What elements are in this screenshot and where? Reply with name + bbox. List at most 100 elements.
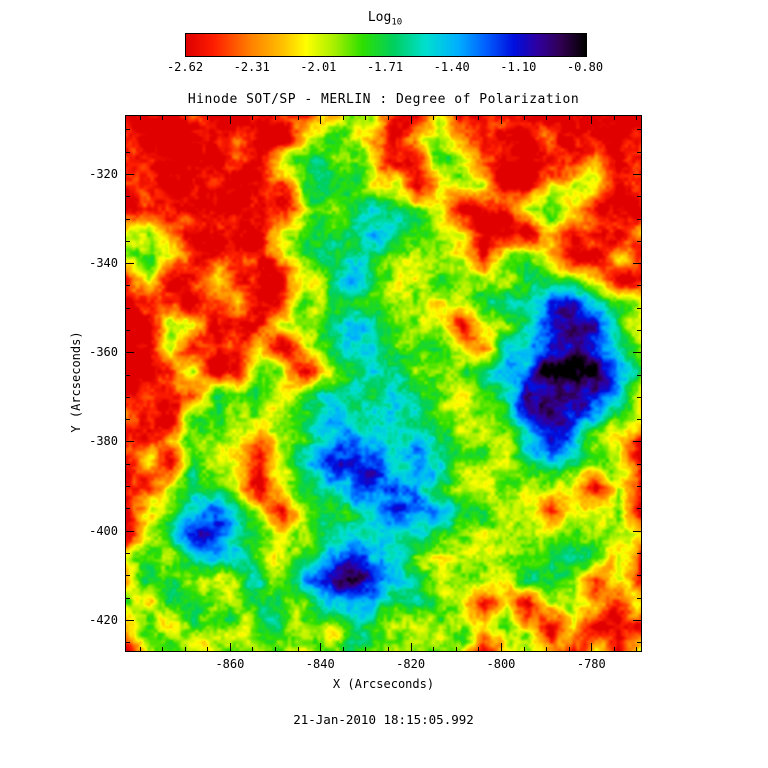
y-tick-label: -420 [89, 612, 118, 627]
axis-tick [252, 647, 253, 651]
axis-tick [637, 464, 641, 465]
axis-tick [126, 553, 130, 554]
axis-tick [569, 647, 570, 651]
axis-tick [637, 241, 641, 242]
y-tick-label: -360 [89, 345, 118, 360]
heatmap-canvas [126, 116, 641, 651]
axis-tick [637, 330, 641, 331]
axis-tick [637, 129, 641, 130]
axis-tick [126, 531, 134, 532]
axis-tick [162, 116, 163, 120]
axis-tick [185, 647, 186, 651]
axis-tick [569, 116, 570, 120]
axis-tick [126, 285, 130, 286]
colorbar-tick-label: -2.01 [300, 60, 337, 74]
axis-tick [411, 116, 412, 124]
axis-tick [524, 647, 525, 651]
axis-tick [126, 174, 134, 175]
x-tick-label: -780 [576, 657, 606, 671]
axis-tick [343, 647, 344, 651]
axis-tick [126, 642, 130, 643]
y-tick-label: -340 [89, 256, 118, 271]
axis-tick [478, 116, 479, 120]
axis-tick [126, 263, 134, 264]
axis-tick [637, 486, 641, 487]
axis-tick [126, 219, 130, 220]
axis-tick [637, 375, 641, 376]
axis-tick [126, 508, 130, 509]
axis-tick [614, 647, 615, 651]
axis-tick [637, 397, 641, 398]
timestamp: 21-Jan-2010 18:15:05.992 [293, 712, 474, 727]
x-tick-label: -860 [215, 657, 245, 671]
axis-tick [433, 647, 434, 651]
axis-tick [126, 419, 130, 420]
colorbar-title-subscript: 10 [391, 17, 403, 28]
x-axis-label: X (Arcseconds) [332, 677, 435, 691]
axis-tick [207, 647, 208, 651]
axis-tick [126, 129, 130, 130]
axis-tick [637, 419, 641, 420]
axis-tick [633, 263, 641, 264]
x-tick-label: -820 [396, 657, 426, 671]
axis-tick [126, 575, 130, 576]
axis-tick [365, 647, 366, 651]
colorbar-tick-label: -2.62 [166, 60, 204, 74]
axis-tick [320, 116, 321, 124]
axis-tick [633, 620, 641, 621]
axis-tick [343, 116, 344, 120]
axis-tick [633, 531, 641, 532]
axis-tick [633, 174, 641, 175]
axis-tick [126, 330, 130, 331]
axis-tick [275, 647, 276, 651]
axis-tick [126, 441, 134, 442]
axis-tick [501, 116, 502, 124]
axis-tick [126, 375, 130, 376]
axis-tick [637, 196, 641, 197]
axis-tick [207, 116, 208, 120]
axis-tick [388, 116, 389, 120]
axis-tick [637, 575, 641, 576]
axis-tick [275, 116, 276, 120]
axis-tick [591, 116, 592, 124]
axis-tick [637, 508, 641, 509]
colorbar-tick-label: -1.40 [433, 60, 470, 74]
axis-tick [546, 116, 547, 120]
colorbar-tick-label: -1.71 [366, 60, 404, 74]
axis-tick [636, 647, 637, 651]
axis-tick [637, 642, 641, 643]
axis-tick [637, 219, 641, 220]
axis-tick [252, 116, 253, 120]
y-axis-label: Y (Arcseconds) [69, 331, 83, 433]
axis-tick [456, 647, 457, 651]
axis-tick [546, 647, 547, 651]
axis-tick [411, 643, 412, 651]
axis-tick [126, 241, 130, 242]
axis-tick [126, 308, 130, 309]
axis-tick [636, 116, 637, 120]
axis-tick [298, 647, 299, 651]
y-tick-label: -380 [89, 434, 118, 449]
axis-tick [637, 308, 641, 309]
x-tick-label: -840 [305, 657, 335, 671]
y-tick-label: -320 [89, 166, 118, 181]
axis-tick [126, 152, 130, 153]
axis-tick [140, 116, 141, 120]
axis-tick [478, 647, 479, 651]
axis-tick [633, 441, 641, 442]
axis-tick [637, 553, 641, 554]
axis-tick [637, 285, 641, 286]
axis-tick [637, 152, 641, 153]
axis-tick [456, 116, 457, 120]
axis-tick [185, 116, 186, 120]
axis-tick [126, 397, 130, 398]
axis-tick [433, 116, 434, 120]
plot-title: Hinode SOT/SP - MERLIN : Degree of Polar… [187, 92, 580, 107]
axis-tick [365, 116, 366, 120]
colorbar-tick-label: -1.10 [500, 60, 537, 74]
colorbar-tick-label: -0.80 [566, 60, 604, 74]
axis-tick [126, 486, 130, 487]
plot-area [125, 115, 642, 652]
colorbar-title-main: Log [367, 10, 392, 25]
